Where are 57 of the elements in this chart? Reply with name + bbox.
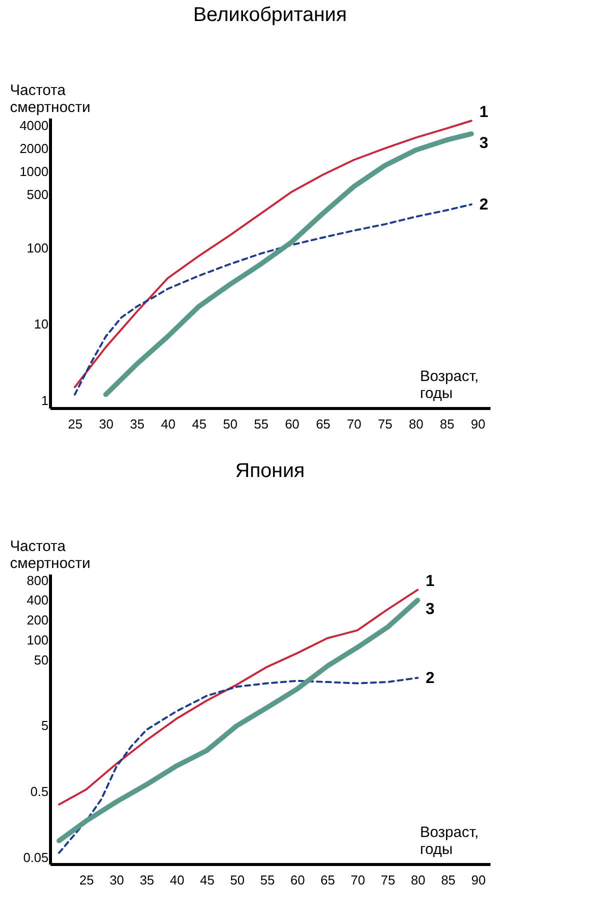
series-label: 3 (479, 134, 488, 152)
x-tick-label: 55 (260, 872, 275, 888)
line-series (58, 588, 419, 806)
line-series (58, 676, 419, 854)
x-tick-label: 85 (440, 416, 454, 432)
x-tick-label: 40 (170, 872, 184, 888)
y-tick-label: 50 (34, 652, 48, 668)
x-tick-label: 65 (316, 416, 330, 432)
y-tick-label: 2000 (20, 140, 48, 156)
y-tick-label: 0.5 (30, 784, 48, 800)
x-tick-label: 60 (290, 872, 305, 888)
x-tick-label: 75 (378, 416, 392, 432)
y-tick-label: 400 (26, 592, 48, 608)
y-tick-label: 100 (26, 240, 48, 256)
x-tick-label: 45 (200, 872, 214, 888)
x-tick-label: 50 (230, 872, 245, 888)
x-tick-label: 45 (192, 416, 206, 432)
x-tick-label: 55 (254, 416, 268, 432)
y-tick-label: 4000 (20, 118, 48, 133)
x-tick-label: 70 (346, 416, 362, 432)
x-tick-label: 70 (350, 872, 366, 888)
x-tick-label: 50 (222, 416, 238, 432)
x-tick-label: 35 (130, 416, 144, 432)
y-tick-label: 5 (41, 718, 48, 734)
y-tick-label: 1 (41, 393, 48, 408)
y-axis-title: Частота смертности (10, 538, 90, 572)
x-axis-title: Возраст, годы (420, 824, 479, 858)
x-tick-label: 40 (161, 416, 176, 432)
y-tick-label: 500 (26, 186, 48, 202)
x-tick-label: 60 (284, 416, 300, 432)
series-label: 1 (426, 572, 435, 590)
x-tick-label: 25 (68, 416, 83, 432)
chart-title: Великобритания (193, 4, 347, 26)
x-tick-label: 30 (110, 872, 124, 888)
x-tick-label: 30 (99, 416, 114, 432)
y-tick-label: 100 (26, 632, 48, 648)
series-label: 2 (479, 196, 488, 214)
series-label: 1 (479, 104, 488, 121)
chart-title: Япония (235, 460, 305, 482)
x-tick-label: 90 (471, 872, 486, 888)
y-tick-label: 1000 (20, 164, 48, 179)
y-tick-label: 0.05 (23, 850, 48, 866)
x-axis-title: Возраст, годы (420, 368, 479, 402)
series-label: 3 (426, 601, 435, 618)
y-tick-label: 800 (26, 572, 48, 588)
x-tick-label: 65 (320, 872, 335, 888)
y-axis-title: Частота смертности (10, 82, 90, 116)
x-tick-label: 80 (408, 416, 424, 432)
x-tick-label: 85 (441, 872, 456, 888)
x-tick-label: 80 (410, 872, 426, 888)
series-label: 2 (426, 670, 435, 687)
x-tick-label: 90 (470, 416, 486, 432)
y-tick-label: 200 (26, 612, 48, 628)
x-tick-label: 75 (380, 872, 396, 888)
y-tick-label: 10 (34, 316, 48, 332)
x-tick-label: 35 (140, 872, 154, 888)
x-tick-label: 25 (79, 872, 94, 888)
